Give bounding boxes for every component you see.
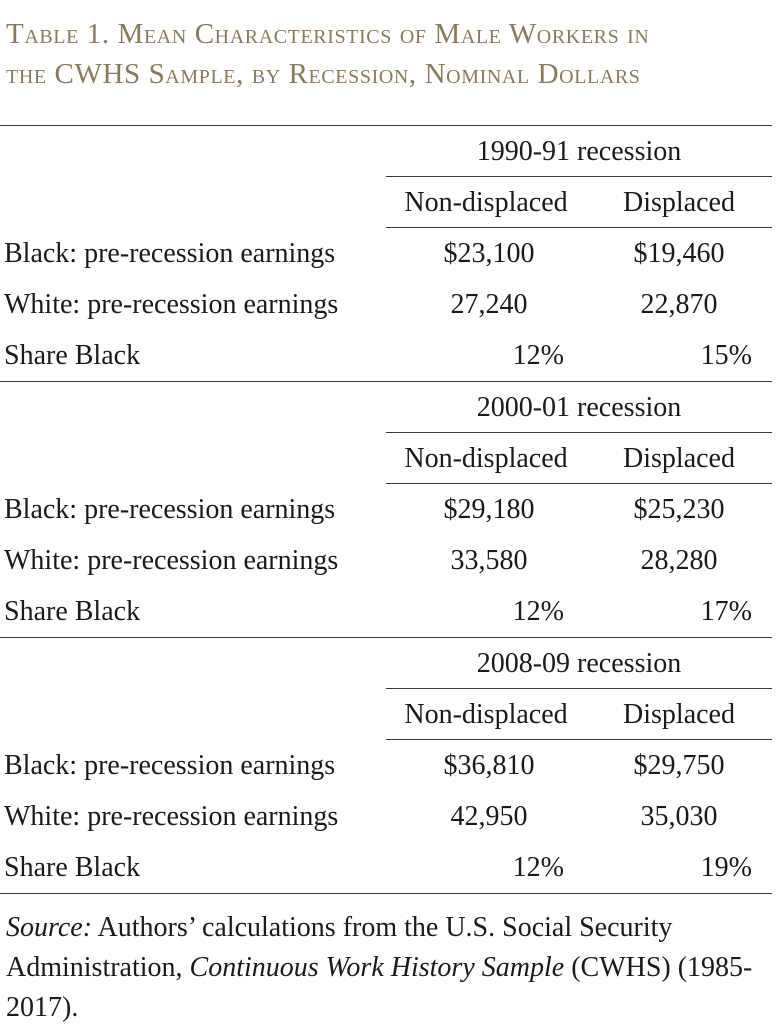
table-row: Share Black 12% 19% <box>0 842 772 893</box>
row-label: Black: pre-recession earnings <box>4 750 336 781</box>
cell-displaced: 22,870 <box>640 289 718 320</box>
cell-non-displaced: $23,100 <box>443 238 535 269</box>
table-section-2000: 2000-01 recession Non-displaced Displace… <box>0 382 772 638</box>
cell-non-displaced: 42,950 <box>450 801 528 832</box>
cell-non-displaced: 12% <box>512 852 564 883</box>
col-header-non-displaced: Non-displaced <box>404 443 568 474</box>
column-header-underline <box>386 227 772 228</box>
row-label: Black: pre-recession earnings <box>4 238 336 269</box>
cell-non-displaced: 27,240 <box>450 289 528 320</box>
source-note: Source: Authors’ calculations from the U… <box>6 908 766 1028</box>
source-text-end: (CWHS) (1985-2017). <box>6 952 753 1023</box>
recession-underline <box>386 688 772 689</box>
recession-underline <box>386 432 772 433</box>
column-header-row: Non-displaced Displaced <box>0 689 772 740</box>
cell-displaced: 19% <box>700 852 752 883</box>
row-label: Share Black <box>4 340 141 371</box>
recession-header-row: 1990-91 recession <box>0 126 772 177</box>
table-caption: Table 1. Mean Characteristics of Male Wo… <box>6 14 770 94</box>
cell-displaced: $29,750 <box>633 750 725 781</box>
source-label: Source: <box>6 912 93 943</box>
cell-non-displaced: 33,580 <box>450 545 528 576</box>
cell-non-displaced: $36,810 <box>443 750 535 781</box>
table-row: Share Black 12% 15% <box>0 330 772 381</box>
row-label: Black: pre-recession earnings <box>4 494 336 525</box>
row-label: Share Black <box>4 852 141 883</box>
recession-label: 1990-91 recession <box>476 136 682 167</box>
col-header-displaced: Displaced <box>623 443 735 474</box>
col-header-non-displaced: Non-displaced <box>404 699 568 730</box>
table-row: White: pre-recession earnings 33,580 28,… <box>0 535 772 586</box>
table-row: White: pre-recession earnings 27,240 22,… <box>0 279 772 330</box>
recession-label: 2000-01 recession <box>476 392 682 423</box>
table-row: White: pre-recession earnings 42,950 35,… <box>0 791 772 842</box>
recession-underline <box>386 176 772 177</box>
cell-displaced: $19,460 <box>633 238 725 269</box>
data-table: 1990-91 recession Non-displaced Displace… <box>0 125 772 894</box>
row-label: White: pre-recession earnings <box>4 801 339 832</box>
cell-non-displaced: 12% <box>512 596 564 627</box>
column-header-underline <box>386 739 772 740</box>
column-header-underline <box>386 483 772 484</box>
cell-displaced: 15% <box>700 340 752 371</box>
recession-header-row: 2008-09 recession <box>0 638 772 689</box>
recession-label: 2008-09 recession <box>476 648 682 679</box>
source-title: Continuous Work History Sample <box>189 952 565 983</box>
table-section-1990: 1990-91 recession Non-displaced Displace… <box>0 126 772 382</box>
row-label: Share Black <box>4 596 141 627</box>
source-text: Authors’ calculations from the U.S. Soci… <box>6 912 673 983</box>
cell-non-displaced: $29,180 <box>443 494 535 525</box>
caption-line-1: Table 1. Mean Characteristics of Male Wo… <box>6 18 650 50</box>
table-section-2008: 2008-09 recession Non-displaced Displace… <box>0 638 772 894</box>
cell-displaced: 35,030 <box>640 801 718 832</box>
col-header-displaced: Displaced <box>623 699 735 730</box>
table-row: Share Black 12% 17% <box>0 586 772 637</box>
column-header-row: Non-displaced Displaced <box>0 433 772 484</box>
cell-displaced: 17% <box>700 596 752 627</box>
caption-line-2: the CWHS Sample, by Recession, Nominal D… <box>6 58 641 90</box>
cell-displaced: $25,230 <box>633 494 725 525</box>
table-row: Black: pre-recession earnings $36,810 $2… <box>0 740 772 791</box>
row-label: White: pre-recession earnings <box>4 289 339 320</box>
col-header-non-displaced: Non-displaced <box>404 187 568 218</box>
recession-header-row: 2000-01 recession <box>0 382 772 433</box>
table-row: Black: pre-recession earnings $29,180 $2… <box>0 484 772 535</box>
row-label: White: pre-recession earnings <box>4 545 339 576</box>
col-header-displaced: Displaced <box>623 187 735 218</box>
cell-displaced: 28,280 <box>640 545 718 576</box>
cell-non-displaced: 12% <box>512 340 564 371</box>
column-header-row: Non-displaced Displaced <box>0 177 772 228</box>
table-row: Black: pre-recession earnings $23,100 $1… <box>0 228 772 279</box>
